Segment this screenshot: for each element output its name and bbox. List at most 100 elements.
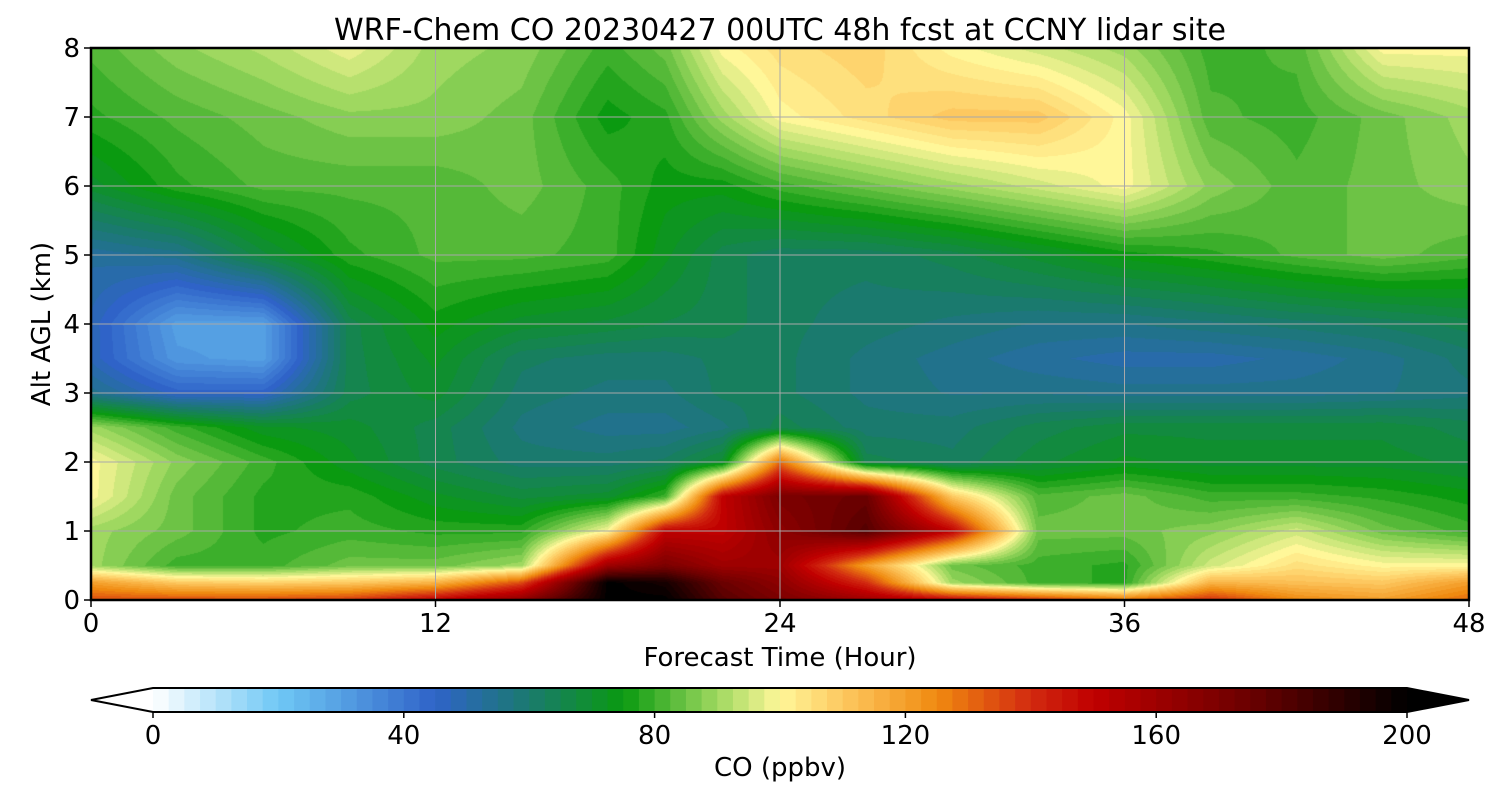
colorbar-level (1046, 688, 1063, 712)
y-axis: 0 1 2 3 4 5 6 7 8 (63, 34, 91, 616)
x-axis: 0 12 24 36 48 (83, 600, 1486, 639)
colorbar-level (247, 688, 264, 712)
colorbar-level (1297, 688, 1314, 712)
colorbar-level (1062, 688, 1079, 712)
y-tick-label: 1 (63, 517, 80, 547)
x-tick-label: 24 (763, 609, 796, 639)
colorbar-level (670, 688, 687, 712)
colorbar-level (231, 688, 248, 712)
colorbar-level (294, 688, 311, 712)
y-tick-label: 8 (63, 34, 80, 64)
colorbar-level (262, 688, 279, 712)
colorbar-level (372, 688, 389, 712)
colorbar-level (435, 688, 452, 712)
colorbar-level (827, 688, 844, 712)
colorbar-level (560, 688, 577, 712)
colorbar-level (513, 688, 530, 712)
colorbar-level (1030, 688, 1048, 712)
colorbar-level (842, 688, 859, 712)
y-tick-label: 0 (63, 586, 80, 616)
x-axis-label: Forecast Time (Hour) (643, 643, 916, 673)
colorbar-level (215, 688, 232, 712)
colorbar-tick-label: 0 (145, 721, 162, 751)
colorbar-extend-low (91, 688, 153, 712)
colorbar-level (450, 688, 468, 712)
x-tick-label: 0 (83, 609, 100, 639)
colorbar-level (905, 688, 922, 712)
colorbar-level (482, 688, 499, 712)
colorbar-level (874, 688, 891, 712)
colorbar-level (748, 688, 765, 712)
colorbar-tick-label: 40 (387, 721, 420, 751)
colorbar-level (717, 688, 734, 712)
colorbar-level (811, 688, 828, 712)
colorbar-level (638, 688, 656, 712)
colorbar-level (576, 688, 593, 712)
colorbar-level (1156, 688, 1173, 712)
colorbar-level (278, 688, 295, 712)
colorbar-level (497, 688, 515, 712)
colorbar-level (1234, 688, 1251, 712)
colorbar-tick-label: 200 (1382, 721, 1432, 751)
colorbar-label: CO (ppbv) (714, 753, 846, 783)
colorbar-level (403, 688, 421, 712)
colorbar-level (1077, 688, 1095, 712)
colorbar-level (921, 688, 938, 712)
colorbar-level (1328, 688, 1345, 712)
colorbar-level (1109, 688, 1126, 712)
plot-area (89, 46, 1471, 602)
colorbar-level (983, 688, 1001, 712)
colorbar-level (168, 688, 185, 712)
colorbar-level (858, 688, 875, 712)
colorbar-level (732, 688, 750, 712)
colorbar-level (1344, 688, 1361, 712)
colorbar-level (153, 688, 170, 712)
colorbar-level (968, 688, 985, 712)
colorbar-tick-label: 80 (638, 721, 671, 751)
colorbar-level (685, 688, 703, 712)
colorbar-level (1203, 688, 1220, 712)
x-tick-label: 36 (1108, 609, 1141, 639)
colorbar-level (623, 688, 640, 712)
y-tick-label: 4 (63, 310, 80, 340)
colorbar-level (466, 688, 483, 712)
colorbar-level (1015, 688, 1032, 712)
colorbar-level (1124, 688, 1142, 712)
colorbar-level (1312, 688, 1330, 712)
y-tick-label: 6 (63, 172, 80, 202)
colorbar-level (936, 688, 954, 712)
y-tick-label: 5 (63, 241, 80, 271)
x-tick-label: 48 (1452, 609, 1485, 639)
colorbar-level (1375, 688, 1392, 712)
y-tick-label: 7 (63, 103, 80, 133)
colorbar-level (341, 688, 358, 712)
colorbar-level (795, 688, 812, 712)
colorbar-tick-label: 160 (1131, 721, 1181, 751)
colorbar-level (1265, 688, 1283, 712)
colorbar-level (356, 688, 374, 712)
colorbar-level (701, 688, 718, 712)
colorbar-level (1187, 688, 1204, 712)
colorbar-level (1281, 688, 1298, 712)
colorbar-level (1218, 688, 1236, 712)
colorbar-level (1140, 688, 1157, 712)
x-tick-label: 12 (419, 609, 452, 639)
y-tick-label: 2 (63, 448, 80, 478)
colorbar-level (184, 688, 201, 712)
colorbar-level (529, 688, 546, 712)
colorbar-level (200, 688, 217, 712)
colorbar-level (764, 688, 781, 712)
colorbar-level (654, 688, 671, 712)
y-axis-label: Alt AGL (km) (27, 242, 57, 406)
colorbar-level (999, 688, 1016, 712)
colorbar-level (889, 688, 906, 712)
colorbar-level (419, 688, 436, 712)
colorbar-level (544, 688, 562, 712)
chart-title: WRF-Chem CO 20230427 00UTC 48h fcst at C… (334, 13, 1226, 48)
colorbar-level (591, 688, 609, 712)
colorbar-level (1250, 688, 1267, 712)
colorbar-level (309, 688, 327, 712)
colorbar-level (388, 688, 405, 712)
colorbar-level (1093, 688, 1110, 712)
